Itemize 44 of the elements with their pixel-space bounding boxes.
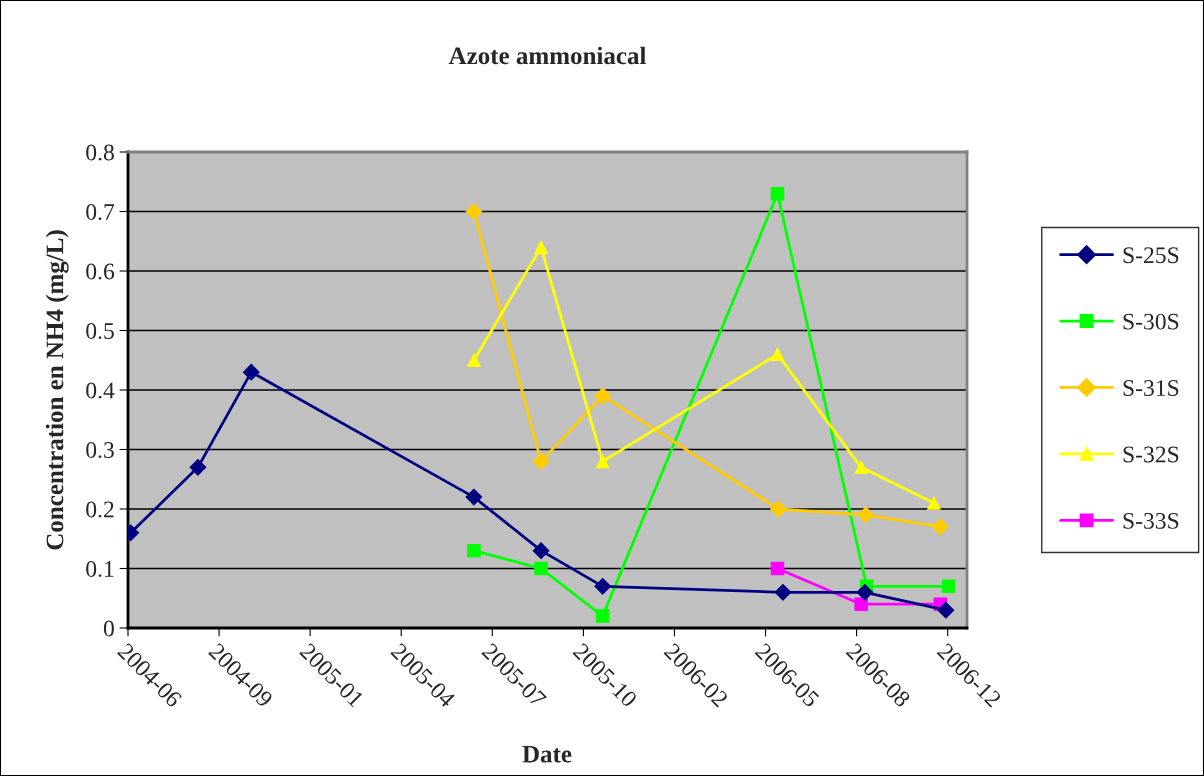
y-tick-label: 0.2 xyxy=(86,501,114,518)
point xyxy=(774,583,792,601)
legend-label: S-33S xyxy=(1123,512,1179,529)
y-tick-label: 0.1 xyxy=(86,560,114,578)
legend-label: S-30S xyxy=(1123,313,1179,330)
point xyxy=(467,353,481,368)
point xyxy=(941,579,956,594)
y-tick-label: 0.5 xyxy=(86,322,114,340)
y-tick-label: 0.7 xyxy=(86,203,115,221)
point xyxy=(465,203,483,220)
y-tick-label: 0.4 xyxy=(86,382,115,399)
point xyxy=(532,542,550,560)
legend-label: S-25S xyxy=(1123,247,1179,264)
point xyxy=(467,543,481,558)
x-axis-title: Date xyxy=(522,745,572,763)
point xyxy=(595,609,610,623)
point xyxy=(770,347,785,362)
point xyxy=(534,240,548,254)
point xyxy=(594,387,612,405)
point xyxy=(770,561,785,576)
point xyxy=(595,454,610,469)
point xyxy=(532,453,550,470)
legend-label: S-32S xyxy=(1123,446,1179,463)
point xyxy=(856,583,874,601)
y-axis-title: Concentration en NH4 (mg/L) xyxy=(45,230,69,550)
y-tick-label: 0.8 xyxy=(86,144,114,161)
point xyxy=(534,561,548,576)
point xyxy=(770,186,785,201)
point xyxy=(857,506,875,524)
point xyxy=(242,363,260,381)
point xyxy=(937,601,955,619)
point xyxy=(594,577,612,595)
legend-label: S-31S xyxy=(1123,380,1179,396)
point xyxy=(465,488,483,506)
y-tick-label: 0.3 xyxy=(86,441,114,459)
y-tick-label: 0.6 xyxy=(86,263,115,280)
point xyxy=(189,458,207,476)
point xyxy=(854,597,868,611)
point xyxy=(854,460,868,475)
point xyxy=(927,496,941,510)
chart-title: Azote ammoniacal xyxy=(448,46,647,65)
point xyxy=(770,500,787,518)
point xyxy=(931,518,949,536)
y-tick-label: 0 xyxy=(103,620,114,637)
